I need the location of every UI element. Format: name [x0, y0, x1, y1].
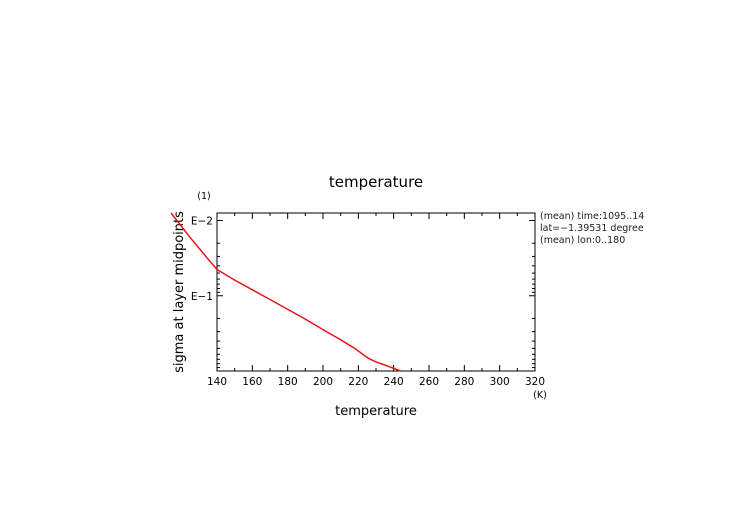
series-line-0	[170, 212, 401, 372]
x-tick-label: 140	[207, 376, 227, 388]
x-tick-label: 200	[313, 376, 333, 388]
y-tick-label: E−1	[191, 291, 213, 303]
y-axis: E−1 E−2	[191, 216, 535, 369]
plot-frame	[216, 212, 536, 372]
y-axis-unit: (1)	[197, 191, 210, 202]
x-tick-label: 180	[278, 376, 298, 388]
x-axis-label: temperature	[335, 404, 417, 419]
x-axis-unit: (K)	[533, 390, 547, 401]
x-tick-label: 220	[348, 376, 368, 388]
chart-title: temperature	[329, 173, 423, 191]
x-tick-label: 260	[419, 376, 439, 388]
annotation-lon: (mean) lon:0..180	[540, 235, 625, 246]
x-tick-label: 280	[454, 376, 474, 388]
x-tick-label: 160	[242, 376, 262, 388]
y-tick-label: E−2	[191, 216, 213, 228]
x-axis: 140 160 180 200 220 240 260 280 300 320	[207, 213, 545, 388]
plot-border	[216, 212, 536, 372]
annotations: (mean) time:1095..14 lat=−1.39531 degree…	[540, 211, 644, 246]
series-group	[170, 212, 401, 372]
x-tick-label: 240	[384, 376, 404, 388]
y-axis-label: sigma at layer midpoints	[172, 211, 187, 373]
annotation-lat: lat=−1.39531 degree	[540, 223, 644, 234]
annotation-time: (mean) time:1095..14	[540, 211, 644, 222]
x-tick-label: 320	[525, 376, 545, 388]
x-tick-label: 300	[490, 376, 510, 388]
